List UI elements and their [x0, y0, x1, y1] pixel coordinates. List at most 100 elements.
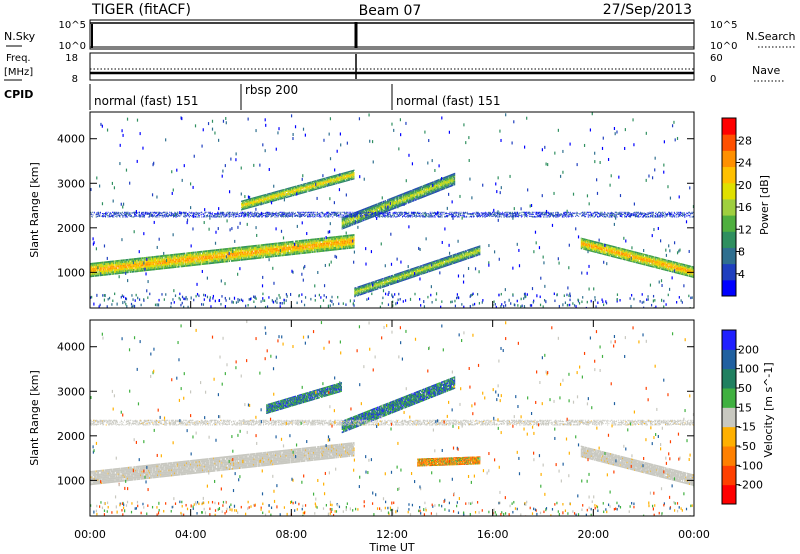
data-cell — [336, 239, 338, 242]
data-cell — [297, 250, 299, 253]
data-cell — [302, 243, 304, 246]
data-cell — [344, 244, 346, 246]
data-cell — [323, 244, 325, 247]
data-cell — [291, 246, 293, 249]
data-cell — [618, 247, 620, 249]
data-cell — [130, 263, 132, 266]
data-cell — [176, 262, 178, 265]
data-cell — [607, 253, 609, 255]
data-cell — [327, 240, 329, 243]
data-cell — [263, 252, 264, 255]
data-cell — [112, 264, 113, 266]
data-cell — [275, 242, 277, 245]
data-cell — [315, 250, 317, 253]
data-cell — [604, 250, 605, 253]
data-cell — [184, 254, 186, 257]
data-cell — [333, 236, 335, 239]
data-cell — [196, 254, 198, 257]
data-cell — [111, 273, 113, 275]
data-cell — [107, 261, 109, 263]
data-cell — [257, 251, 259, 254]
data-cell — [237, 248, 239, 251]
data-cell — [215, 259, 217, 262]
data-cell — [100, 267, 101, 270]
data-cell — [215, 251, 217, 253]
data-cell — [613, 247, 615, 249]
data-cell — [271, 243, 273, 245]
data-cell — [211, 255, 213, 257]
data-cell — [95, 273, 97, 275]
data-cell — [151, 263, 153, 266]
data-cell — [183, 256, 185, 259]
data-cell — [274, 249, 276, 252]
data-cell — [273, 253, 275, 256]
data-cell — [138, 270, 140, 272]
data-cell — [264, 201, 266, 203]
data-cell — [345, 247, 347, 250]
data-cell — [173, 266, 175, 269]
data-cell — [123, 262, 125, 265]
data-cell — [627, 253, 629, 256]
data-cell — [167, 259, 169, 262]
data-cell — [164, 262, 166, 264]
data-cell — [347, 236, 349, 239]
data-cell — [313, 249, 315, 251]
data-cell — [192, 260, 194, 263]
data-cell — [94, 262, 96, 265]
data-cell — [215, 249, 217, 251]
data-cell — [200, 258, 202, 260]
data-cell — [268, 254, 270, 256]
data-cell — [234, 250, 236, 253]
data-cell — [151, 263, 152, 266]
data-cell — [123, 264, 125, 267]
data-cell — [289, 251, 291, 254]
data-cell — [253, 257, 255, 260]
data-cell — [102, 274, 104, 276]
data-cell — [133, 270, 135, 273]
data-cell — [588, 239, 590, 242]
data-cell — [218, 261, 220, 264]
data-cell — [288, 241, 290, 243]
data-cell — [295, 247, 297, 250]
data-cell — [221, 253, 223, 256]
data-cell — [179, 260, 181, 263]
data-cell — [239, 248, 241, 251]
data-cell — [615, 256, 617, 259]
data-cell — [273, 242, 275, 245]
data-cell — [105, 270, 107, 273]
data-cell — [342, 244, 344, 246]
data-cell — [279, 247, 281, 250]
data-cell — [133, 265, 135, 268]
data-cell — [97, 272, 99, 275]
data-cell — [116, 260, 118, 262]
data-cell — [243, 258, 245, 261]
data-cell — [347, 240, 349, 242]
data-cell — [193, 257, 195, 259]
data-cell — [199, 254, 201, 257]
data-cell — [266, 254, 268, 257]
data-cell — [271, 246, 273, 249]
data-cell — [263, 252, 265, 255]
data-cell — [583, 245, 585, 248]
data-cell — [122, 259, 124, 262]
data-cell — [222, 259, 224, 261]
data-cell — [324, 242, 326, 245]
data-cell — [127, 266, 129, 268]
data-cell — [151, 268, 152, 271]
data-cell — [280, 243, 281, 246]
data-cell — [289, 244, 291, 247]
data-cell — [182, 263, 184, 266]
data-cell — [243, 247, 245, 250]
data-cell — [606, 244, 608, 246]
data-cell — [117, 268, 118, 271]
data-cell — [116, 267, 118, 270]
data-cell — [625, 249, 627, 251]
data-cell — [115, 272, 117, 275]
data-cell — [193, 255, 195, 257]
data-cell — [155, 264, 157, 267]
data-cell — [302, 248, 303, 251]
data-cell — [587, 249, 588, 251]
data-cell — [198, 258, 200, 260]
data-cell — [185, 263, 187, 265]
data-cell — [239, 255, 241, 258]
